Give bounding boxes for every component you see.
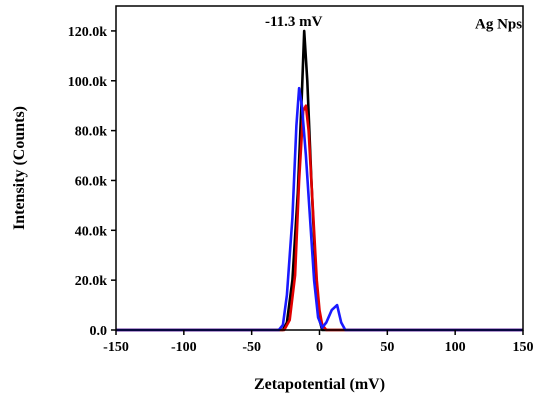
tick-layer: -150 -100 -50 0 50 100 150 0.0 20.0k 40.0k 60.0k 80… [68,25,534,355]
x-tick-label: 150 [513,340,534,355]
x-tick-label: -150 [103,340,129,355]
y-tick-label: 40.0k [75,224,108,239]
series-line-2 [116,104,523,332]
y-tick-label: 120.0k [68,25,108,40]
annotation-layer: -11.3 mV Ag Nps [265,14,522,32]
y-axis-label: Intensity (Counts) [11,106,28,230]
y-tick-label: 20.0k [75,274,108,289]
y-tick-label: 80.0k [75,125,108,140]
x-tick-label: 0 [316,340,323,355]
series-layer [116,29,523,332]
plot-background [116,6,523,330]
y-tick-label: 0.0 [90,324,108,339]
sample-label: Ag Nps [475,16,522,32]
x-tick-label: 50 [380,340,394,355]
x-tick-label: -50 [242,340,261,355]
series-line-3 [116,86,523,332]
y-tick-label: 60.0k [75,174,108,189]
y-tick-label: 100.0k [68,75,108,90]
peak-annotation: -11.3 mV [265,14,323,30]
x-tick-label: 100 [445,340,466,355]
x-axis-label: Zetapotential (mV) [254,376,385,393]
x-tick-label: -100 [171,340,197,355]
